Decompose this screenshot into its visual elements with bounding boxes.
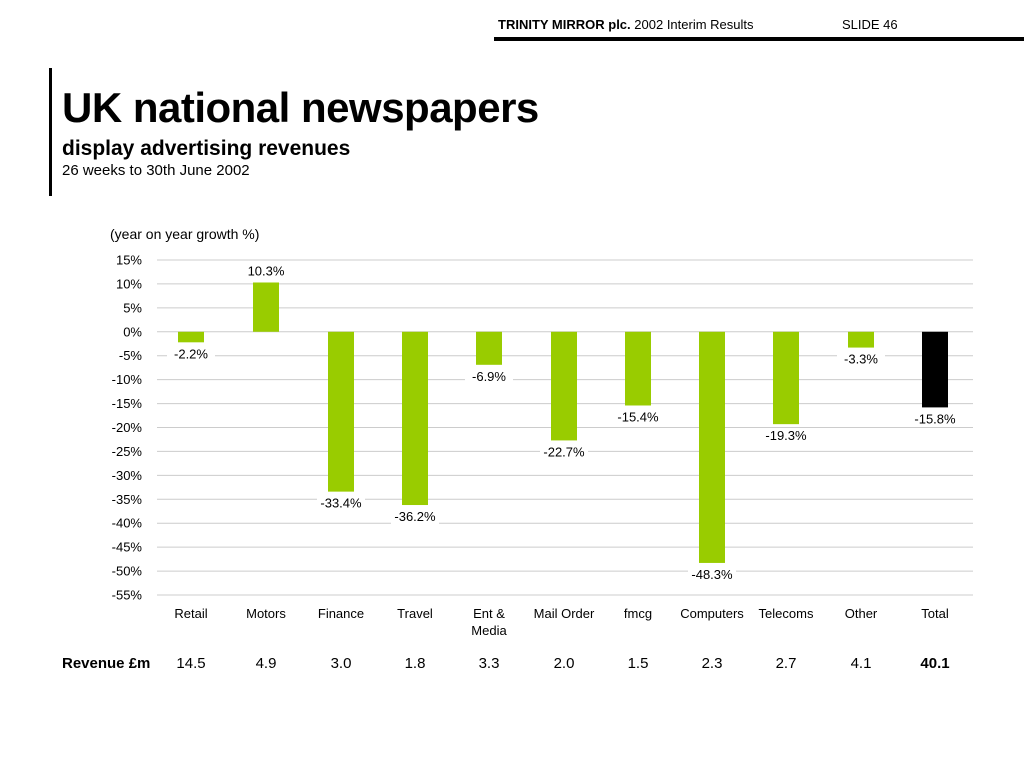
data-label: -3.3% [844, 352, 878, 367]
category-label-line: fmcg [623, 606, 653, 621]
bar-mail-order [551, 331, 577, 441]
page-title: UK national newspapers [62, 84, 539, 131]
bar-computers [699, 331, 725, 563]
data-label-bg [391, 509, 439, 525]
page-period: 26 weeks to 30th June 2002 [62, 162, 250, 179]
data-label-bg [540, 444, 588, 460]
category-label: Travel [370, 605, 460, 622]
revenue-value: 1.8 [404, 655, 426, 672]
bar-fmcg [625, 331, 651, 406]
revenue-label: Revenue £m [62, 655, 151, 672]
category-label-line: Mail Order [533, 606, 595, 621]
data-label: -19.3% [765, 428, 807, 443]
data-label-bg [837, 351, 885, 367]
category-label-line: Total [921, 606, 949, 621]
data-label-bg [688, 566, 736, 582]
header-rule [494, 37, 1024, 41]
y-tick-label: -30% [112, 468, 143, 483]
y-tick-label: -50% [112, 564, 143, 579]
data-label: -33.4% [320, 496, 362, 511]
bar-ent-media [476, 331, 502, 365]
data-label-bg [614, 409, 662, 425]
data-label: -6.9% [472, 369, 506, 384]
revenue-value: 3.3 [478, 655, 500, 672]
y-tick-label: -45% [112, 540, 143, 555]
y-tick-label: -5% [119, 348, 143, 363]
company-name: TRINITY MIRROR plc. [498, 17, 631, 32]
revenue-value: 2.0 [553, 655, 575, 672]
category-label: Finance [296, 605, 386, 622]
bar-total [922, 331, 948, 408]
data-label: -48.3% [691, 567, 733, 582]
data-label-bg [167, 346, 215, 362]
y-tick-label: -20% [112, 420, 143, 435]
y-tick-label: -35% [112, 492, 143, 507]
slide-number: SLIDE 46 [842, 17, 898, 32]
y-axis-label: (year on year growth %) [110, 226, 260, 242]
revenue-value: 2.3 [701, 655, 723, 672]
data-label-bg [911, 411, 959, 427]
y-tick-label: -55% [112, 588, 143, 603]
y-tick-label: -10% [112, 372, 143, 387]
category-label: Other [816, 605, 906, 622]
category-label: Telecoms [741, 605, 831, 622]
data-label-bg [317, 495, 365, 511]
category-label-line: Finance [317, 606, 365, 621]
data-label-bg [465, 368, 513, 384]
category-label-line: Retail [174, 606, 208, 621]
category-label: Ent & Media [444, 605, 534, 639]
category-label-line: Telecoms [758, 606, 814, 621]
category-label: Total [890, 605, 980, 622]
y-tick-label: 5% [123, 300, 142, 315]
bar-motors [253, 282, 279, 332]
slide-header: TRINITY MIRROR plc. 2002 Interim Results… [498, 17, 898, 32]
revenue-value: 40.1 [920, 655, 950, 672]
title-accent-bar [49, 68, 52, 196]
category-label: Computers [667, 605, 757, 622]
category-label-line: Motors [246, 606, 286, 621]
data-label: -22.7% [543, 444, 585, 459]
revenue-value: 14.5 [176, 655, 206, 672]
data-label: -36.2% [394, 509, 436, 524]
category-label-line: Computers [680, 606, 744, 621]
category-label: Motors [221, 605, 311, 622]
revenue-value: 4.9 [255, 655, 277, 672]
data-label: -15.8% [914, 411, 956, 426]
data-label: -2.2% [174, 346, 208, 361]
page-subtitle: display advertising revenues [62, 137, 351, 160]
category-label: fmcg [593, 605, 683, 622]
bar-telecoms [773, 331, 799, 425]
bar-retail [178, 331, 204, 343]
revenue-value: 3.0 [330, 655, 352, 672]
y-tick-label: -25% [112, 444, 143, 459]
category-label: Mail Order [519, 605, 609, 622]
y-tick-label: -15% [112, 396, 143, 411]
data-label-bg [762, 428, 810, 444]
bar-other [848, 331, 874, 348]
data-label: -15.4% [617, 409, 659, 424]
y-tick-label: 0% [123, 324, 142, 339]
bar-travel [402, 331, 428, 506]
y-tick-label: 10% [116, 276, 142, 291]
data-label: 10.3% [248, 263, 285, 278]
category-label-line: Media [471, 623, 507, 638]
y-tick-label: -40% [112, 516, 143, 531]
category-label-line: Travel [397, 606, 433, 621]
category-label-line: Ent & [473, 606, 505, 621]
header-subtitle: 2002 Interim Results [634, 17, 754, 32]
bar-finance [328, 331, 354, 492]
revenue-value: 1.5 [627, 655, 649, 672]
revenue-value: 4.1 [850, 655, 872, 672]
revenue-value: 2.7 [775, 655, 797, 672]
category-label: Retail [146, 605, 236, 622]
category-label-line: Other [844, 606, 878, 621]
data-label-bg [242, 263, 290, 279]
y-tick-label: 15% [116, 253, 142, 268]
